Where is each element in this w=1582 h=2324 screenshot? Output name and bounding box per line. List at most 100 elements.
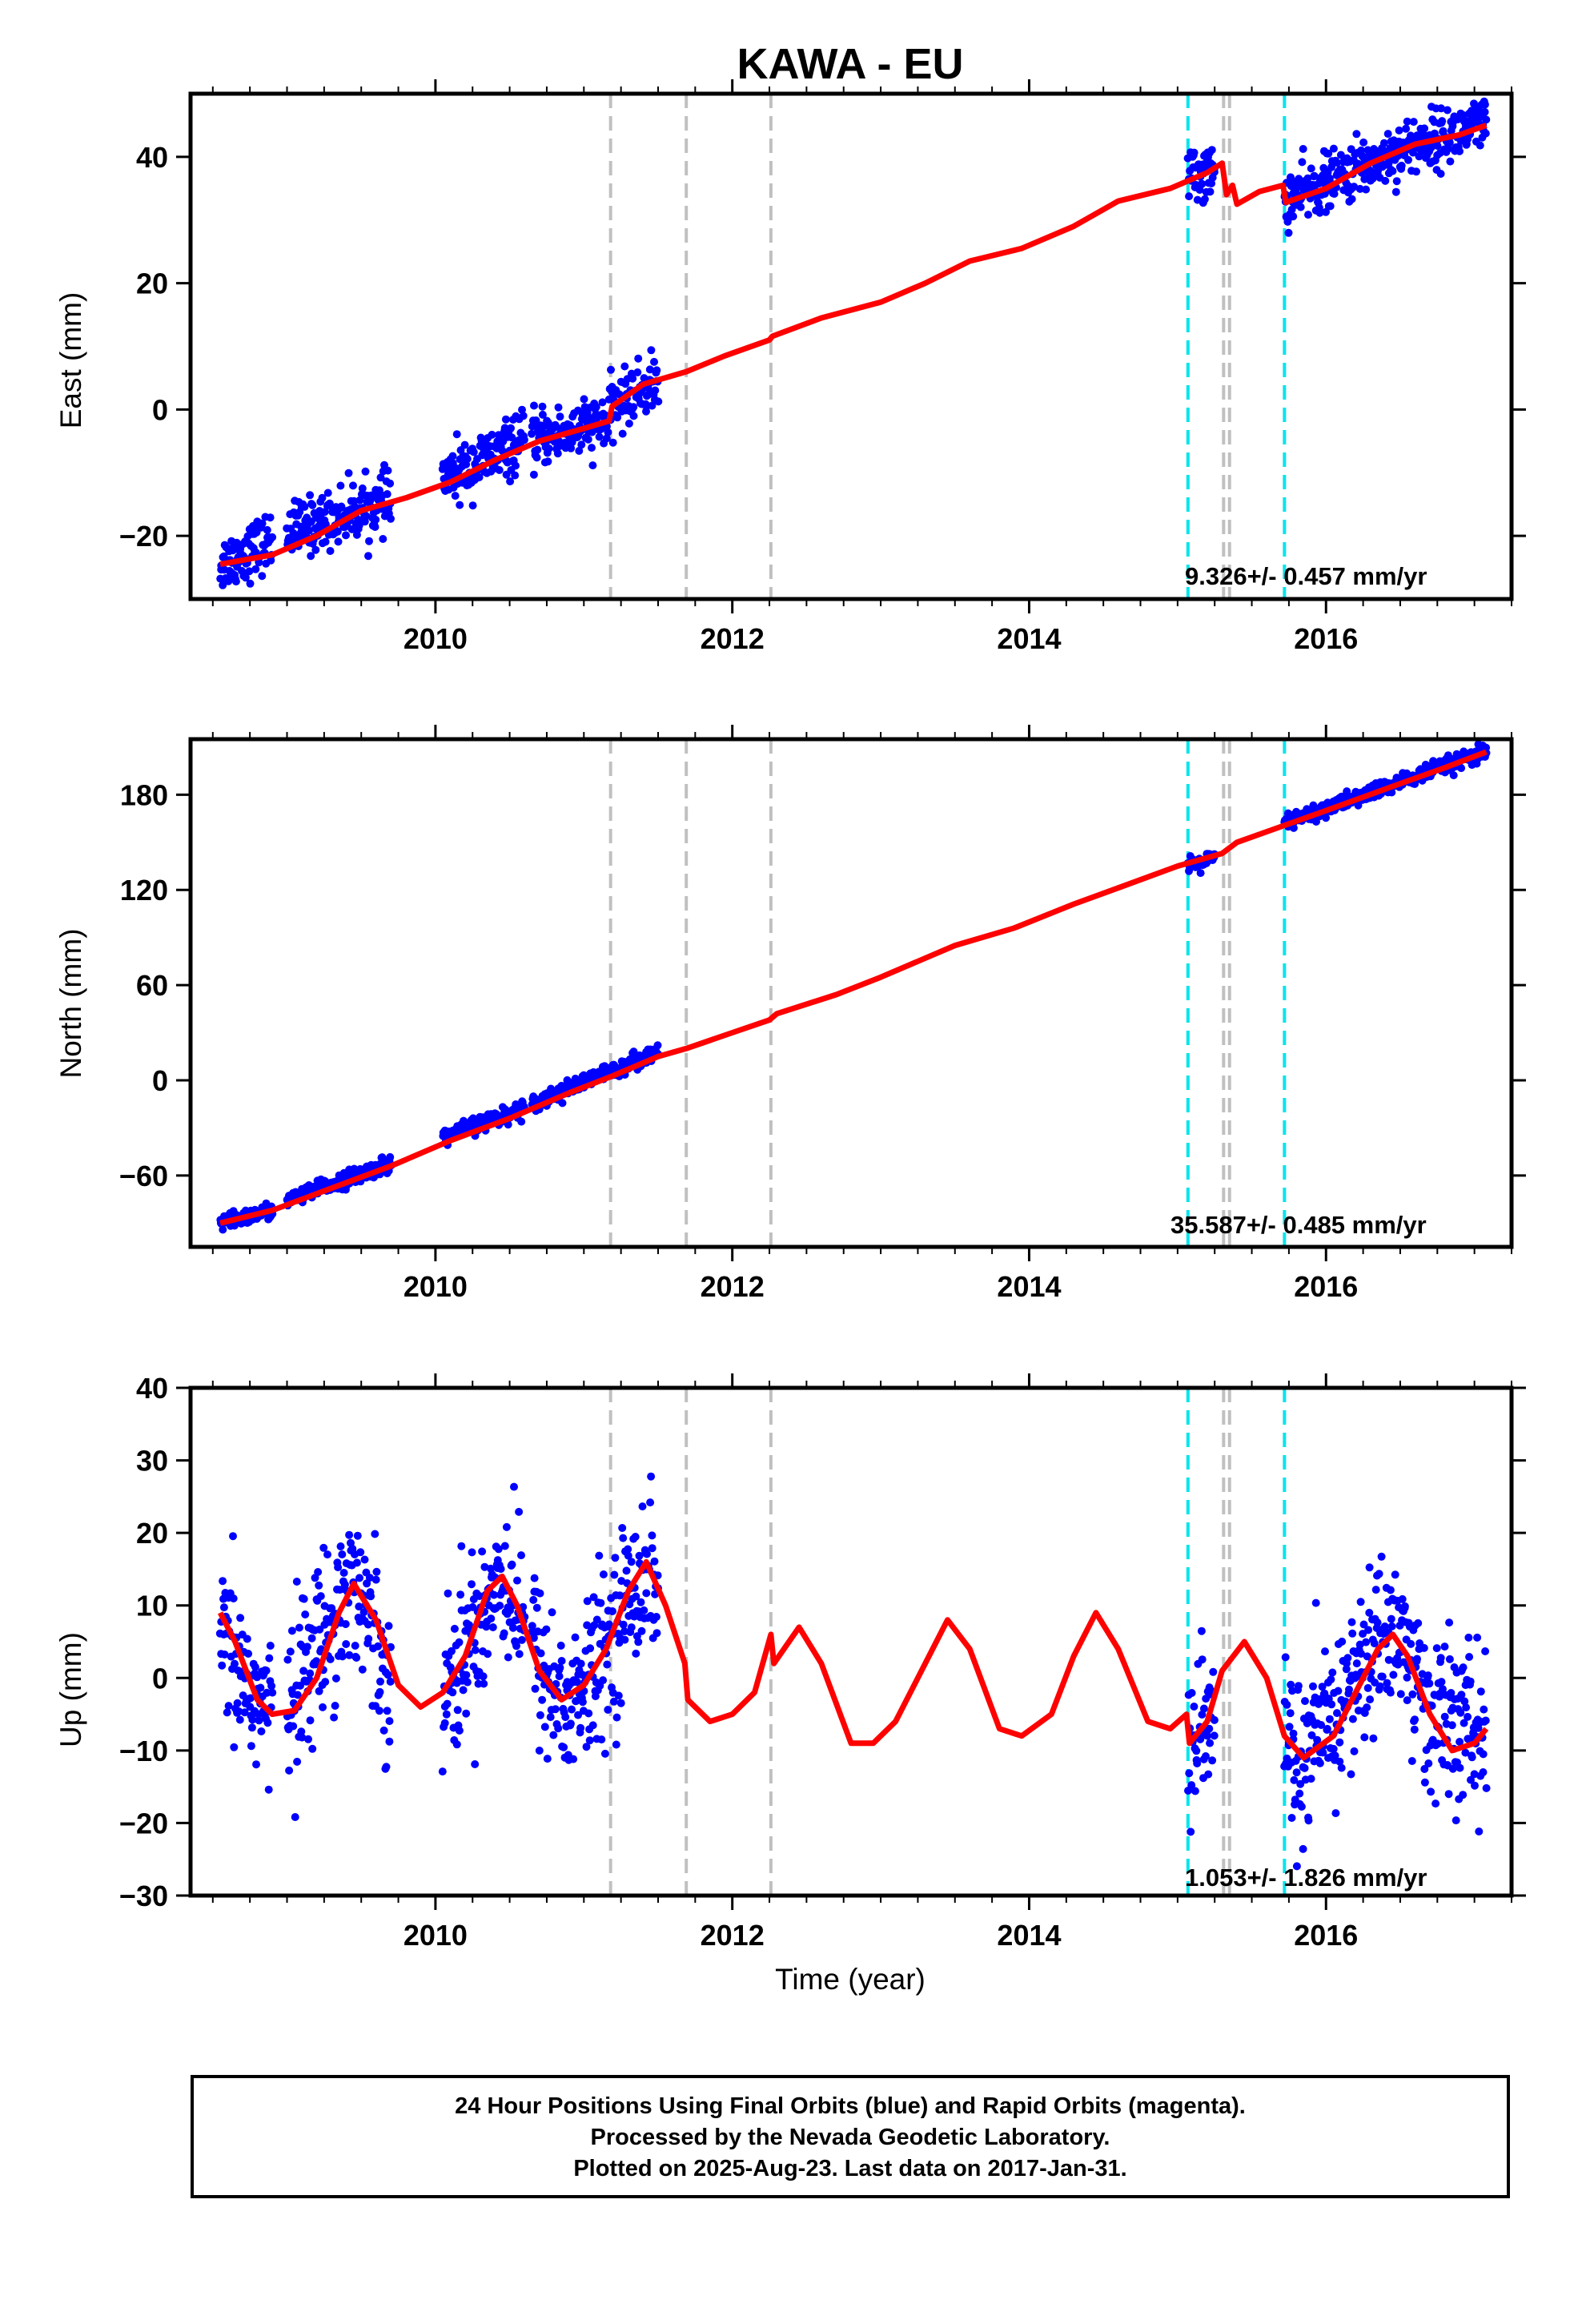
data-point bbox=[341, 1620, 350, 1628]
data-point bbox=[1337, 1763, 1346, 1772]
data-point bbox=[1470, 1770, 1479, 1779]
x-axis-label: Time (year) bbox=[775, 1963, 926, 1996]
data-point bbox=[1436, 1654, 1445, 1663]
data-point bbox=[241, 573, 250, 582]
data-point bbox=[1205, 1724, 1214, 1733]
data-point bbox=[315, 1581, 323, 1590]
data-point bbox=[443, 1699, 452, 1708]
data-point bbox=[500, 1629, 508, 1638]
data-point bbox=[1437, 104, 1445, 113]
data-point bbox=[1357, 1650, 1366, 1658]
data-point bbox=[553, 449, 562, 458]
data-point bbox=[1206, 1739, 1215, 1747]
data-point bbox=[365, 1574, 374, 1582]
data-point bbox=[289, 1722, 298, 1731]
data-point bbox=[1199, 1704, 1208, 1713]
data-point bbox=[1447, 1689, 1456, 1697]
data-point bbox=[496, 1565, 505, 1574]
data-point bbox=[358, 484, 367, 493]
data-point bbox=[383, 1707, 391, 1715]
data-point bbox=[543, 1755, 552, 1763]
data-point bbox=[311, 545, 320, 554]
data-point bbox=[360, 1555, 369, 1564]
data-point bbox=[308, 1744, 317, 1753]
data-point bbox=[577, 440, 586, 449]
data-point bbox=[334, 537, 343, 546]
data-point bbox=[554, 1724, 563, 1733]
data-point bbox=[1301, 1697, 1309, 1706]
data-point bbox=[352, 1654, 361, 1662]
data-point bbox=[1456, 1763, 1464, 1772]
data-point bbox=[1456, 147, 1464, 155]
data-point bbox=[556, 1663, 564, 1672]
rate-label-up: 1.053+/- 1.826 mm/yr bbox=[1185, 1864, 1427, 1892]
data-point bbox=[358, 1665, 367, 1674]
data-point bbox=[301, 1610, 310, 1618]
data-point bbox=[1325, 1715, 1334, 1723]
data-point bbox=[318, 493, 327, 502]
data-point bbox=[268, 1688, 277, 1697]
data-point bbox=[1481, 1647, 1490, 1655]
data-point bbox=[637, 1626, 646, 1635]
data-point bbox=[1479, 1768, 1488, 1776]
data-point bbox=[1387, 1614, 1395, 1623]
panel-north: 2010 2012 2014 2016 −60 0 60 120 180 bbox=[119, 725, 1526, 1303]
data-point bbox=[633, 368, 642, 376]
data-point bbox=[1439, 1685, 1447, 1694]
data-point bbox=[478, 1547, 487, 1556]
data-point bbox=[462, 1709, 471, 1718]
data-point bbox=[353, 1531, 362, 1540]
data-point bbox=[371, 1575, 380, 1584]
data-point bbox=[488, 430, 496, 439]
data-point bbox=[1464, 1633, 1473, 1642]
data-point bbox=[1342, 1665, 1351, 1674]
data-point bbox=[512, 461, 520, 470]
data-point bbox=[1304, 211, 1312, 219]
data-point bbox=[608, 438, 617, 447]
data-point bbox=[304, 1735, 312, 1743]
data-point bbox=[452, 430, 461, 439]
data-point bbox=[327, 1604, 336, 1613]
data-point bbox=[1295, 175, 1303, 183]
data-point bbox=[1331, 1809, 1340, 1818]
data-point bbox=[1402, 124, 1411, 133]
footer-line-1: 24 Hour Positions Using Final Orbits (bl… bbox=[455, 2093, 1246, 2119]
data-point bbox=[591, 1692, 600, 1701]
data-point bbox=[455, 1638, 464, 1647]
data-point bbox=[292, 1578, 301, 1586]
data-point bbox=[1352, 130, 1361, 139]
data-point bbox=[1193, 1759, 1202, 1767]
data-point bbox=[1456, 1738, 1464, 1746]
data-point bbox=[551, 1705, 560, 1714]
data-point bbox=[1299, 145, 1307, 153]
data-point bbox=[457, 1542, 466, 1550]
data-point bbox=[650, 1557, 659, 1566]
data-point bbox=[490, 1590, 498, 1599]
data-point bbox=[569, 1755, 578, 1763]
data-point bbox=[229, 1532, 237, 1541]
data-point bbox=[638, 1502, 647, 1511]
data-point bbox=[1461, 1748, 1470, 1757]
data-point bbox=[362, 512, 371, 521]
data-point bbox=[511, 471, 520, 480]
data-point bbox=[602, 434, 611, 443]
data-point bbox=[1467, 1775, 1475, 1784]
data-point bbox=[359, 1608, 368, 1617]
data-point bbox=[287, 1626, 296, 1635]
data-point bbox=[480, 1562, 489, 1571]
y-tick-label: 0 bbox=[152, 1064, 168, 1097]
y-tick-label: 20 bbox=[136, 1517, 168, 1550]
data-point bbox=[1190, 1703, 1199, 1711]
y-axis-label-up: Up (mm) bbox=[54, 1632, 87, 1747]
data-point bbox=[345, 1651, 354, 1659]
data-point bbox=[558, 1099, 567, 1108]
data-point bbox=[618, 429, 627, 438]
data-point bbox=[1409, 118, 1418, 127]
data-point bbox=[379, 535, 387, 543]
data-point bbox=[375, 1687, 384, 1696]
data-point bbox=[387, 514, 395, 523]
rate-label-east: 9.326+/- 0.457 mm/yr bbox=[1185, 562, 1427, 590]
data-point bbox=[1420, 1765, 1429, 1773]
x-tick-label: 2014 bbox=[997, 622, 1061, 655]
